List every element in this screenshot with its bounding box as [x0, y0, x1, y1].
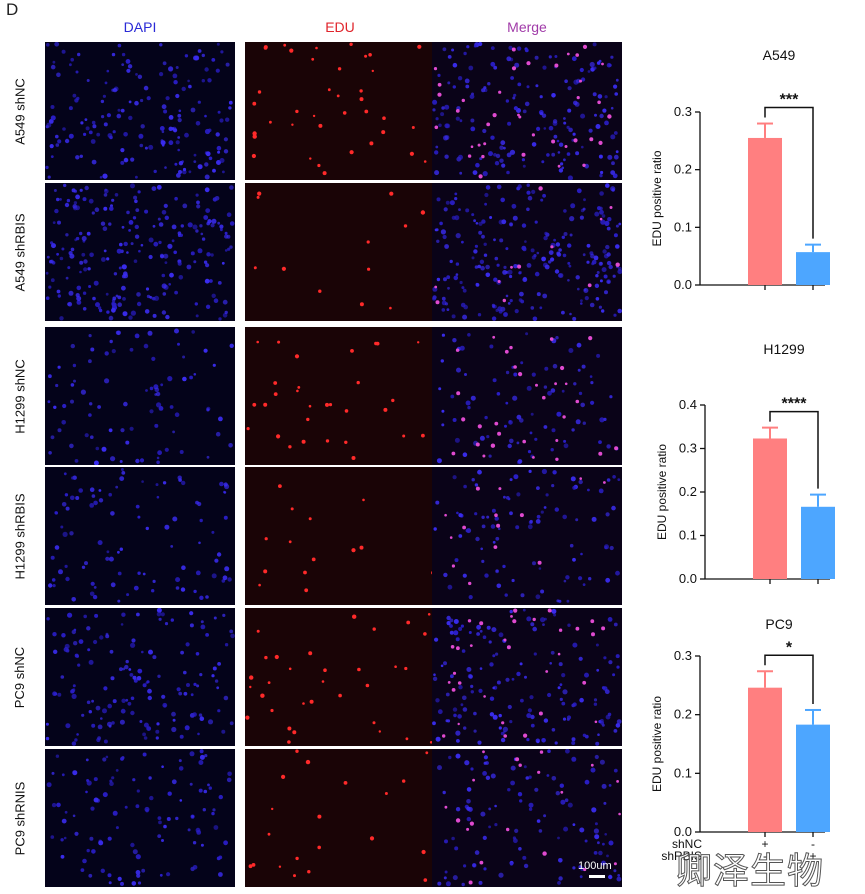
- bar-chart-a549-svg: A549 EDU positive ratio 0.0 0.1 0.2 0.3 ***: [650, 47, 830, 292]
- bar-chart-pc9: PC9 EDU positive ratio 0.0 0.1 0.2 0.3 * shNC + -…: [650, 605, 865, 880]
- y-tick-label: 0.0: [674, 824, 692, 839]
- row-label-a549-shrbis: A549 shRBIS: [12, 212, 28, 292]
- y-tick-label: 0.1: [674, 219, 692, 234]
- micrograph-edu-row1: [245, 42, 435, 180]
- y-tick-label: 0.1: [674, 765, 692, 780]
- y-tick-label: 0.3: [679, 441, 697, 456]
- bar-shrbis: [801, 506, 835, 579]
- micrograph-dapi-row1: [45, 42, 235, 180]
- y-tick-label: 0.2: [674, 707, 692, 722]
- micrograph-merge-row6: [432, 749, 622, 887]
- y-tick-label: 0.4: [679, 397, 697, 412]
- micrograph-dapi-row3: [45, 327, 235, 465]
- y-tick-label: 0.2: [674, 162, 692, 177]
- micrograph-dapi-row6: [45, 749, 235, 887]
- bar-shrbis: [796, 724, 830, 832]
- scale-bar: [589, 875, 605, 878]
- micrograph-dapi-row5: [45, 608, 235, 746]
- bar-shnc: [748, 137, 782, 285]
- micrograph-merge-row2: [432, 183, 622, 321]
- significance-bracket: [769, 410, 819, 489]
- column-header-dapi: DAPI: [123, 19, 157, 35]
- row-label-h1299-shrbis: H1299 shRBIS: [12, 493, 28, 579]
- y-tick-label: 0.3: [674, 648, 692, 663]
- y-axis-label: EDU positive ratio: [650, 696, 664, 792]
- bar-shrbis: [796, 252, 830, 285]
- row-label-pc9-shnc: PC9 shNC: [12, 646, 28, 708]
- micrograph-merge-row3: [432, 327, 622, 465]
- group-mark: +: [761, 837, 768, 851]
- group-mark: -: [811, 837, 815, 851]
- significance-bracket: [764, 106, 814, 239]
- micrograph-merge-row5: [432, 608, 622, 746]
- bar-chart-a549: A549 EDU positive ratio 0.0 0.1 0.2 0.3 ***: [650, 40, 865, 300]
- bar-chart-h1299: H1299 EDU positive ratio 0.0 0.1 0.2 0.3 0.4 **…: [650, 325, 865, 590]
- chart-title: PC9: [765, 616, 792, 632]
- column-header-edu: EDU: [325, 19, 355, 35]
- y-tick-label: 0.1: [679, 528, 697, 543]
- y-axis-label: EDU positive ratio: [650, 150, 664, 246]
- y-tick-label: 0.0: [679, 571, 697, 586]
- row-label-pc9-shrnis: PC9 shRNIS: [12, 781, 28, 855]
- micrograph-edu-row4: [245, 467, 435, 605]
- row-label-a549-shnc: A549 shNC: [12, 77, 28, 145]
- significance-marker: ***: [780, 92, 799, 109]
- chart-title: H1299: [763, 341, 804, 357]
- micrograph-edu-row5: [245, 608, 435, 746]
- row-label-h1299-shnc: H1299 shNC: [12, 358, 28, 434]
- y-tick-label: 0.3: [674, 104, 692, 119]
- micrograph-merge-row4: [432, 467, 622, 605]
- chart-title: A549: [763, 47, 796, 63]
- micrograph-edu-row3: [245, 327, 435, 465]
- group-mark: +: [809, 849, 816, 863]
- watermark: 卿泽生物: [675, 851, 825, 893]
- significance-marker: ****: [782, 396, 808, 413]
- y-tick-label: 0.2: [679, 484, 697, 499]
- micrograph-edu-row6: [245, 749, 435, 887]
- significance-bracket: [764, 654, 814, 704]
- column-header-merge: Merge: [507, 19, 547, 35]
- micrograph-dapi-row4: [45, 467, 235, 605]
- bar-chart-h1299-svg: H1299 EDU positive ratio 0.0 0.1 0.2 0.3 0.4 **…: [655, 341, 835, 586]
- bar-shnc: [753, 438, 787, 579]
- y-axis-label: EDU positive ratio: [655, 444, 669, 540]
- y-tick-label: 0.0: [674, 277, 692, 292]
- significance-marker: *: [786, 639, 793, 656]
- scale-bar-label: 100um: [578, 860, 612, 872]
- panel-label: D: [6, 0, 19, 19]
- bar-shnc: [748, 687, 782, 832]
- micrograph-edu-row2: [245, 183, 435, 321]
- micrograph-merge-row1: [432, 42, 622, 180]
- group-label: shNC: [672, 837, 702, 851]
- group-label: shRBIS: [661, 849, 702, 863]
- micrograph-dapi-row2: [45, 183, 235, 321]
- group-mark: -: [763, 849, 767, 863]
